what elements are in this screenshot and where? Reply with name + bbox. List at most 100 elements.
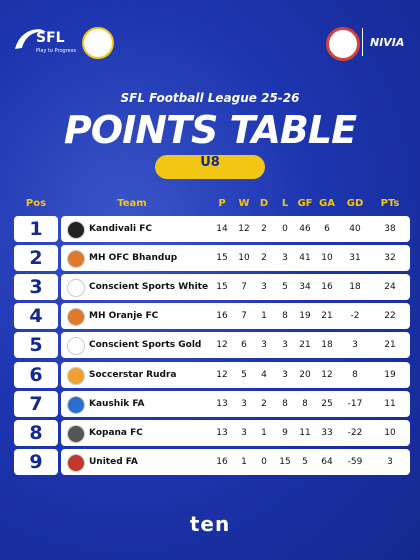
partner: NIVIA [370, 36, 405, 49]
stat-cell: 6 [241, 340, 247, 351]
position-cell: 6 [14, 361, 58, 388]
column-header: GD [346, 198, 364, 209]
team-name: Kopana FC [89, 427, 143, 438]
stat-cell: 16 [216, 311, 228, 322]
stat-cell: 2 [261, 398, 267, 409]
column-header: D [259, 198, 269, 209]
divider [362, 28, 363, 56]
stat-cell: 19 [384, 369, 396, 380]
table-row: 3 Conscient Sports White 15 7 3 5 34 16 18 24 [14, 274, 410, 301]
stat-cell: 15 [279, 456, 291, 467]
column-header: GA [319, 198, 335, 209]
stat-cell: 4 [261, 369, 267, 380]
stat-cell: 3 [241, 398, 247, 409]
row-body: Soccerstar Rudra 12 5 4 3 20 12 8 19 [61, 361, 410, 388]
stat-cell: 41 [299, 253, 311, 264]
table-row: 8 Kopana FC 13 3 1 9 11 33 -22 10 [14, 419, 410, 446]
position-cell: 2 [14, 245, 58, 272]
stat-cell: 14 [216, 224, 228, 234]
stat-cell: 1 [261, 427, 267, 438]
stat-cell: 33 [321, 427, 333, 438]
table-row: 1 Kandivali FC 14 12 2 0 46 6 40 38 [14, 216, 410, 242]
stat-cell: 21 [384, 340, 396, 351]
stat-cell: 24 [384, 282, 396, 293]
stat-cell: 20 [299, 369, 311, 380]
footer-logo: ten [189, 512, 231, 536]
sfl-swirl [15, 29, 46, 49]
stat-cell: 13 [216, 427, 228, 438]
stat-cell: 3 [352, 340, 358, 351]
team-name: MH OFC Bhandup [89, 253, 178, 264]
team-logo [67, 250, 85, 269]
team-logo [67, 221, 85, 239]
column-header: Pos [25, 198, 47, 209]
table-row: 5 Conscient Sports Gold 12 6 3 3 21 18 3 21 [14, 332, 410, 359]
row-body: MH OFC Bhandup 15 10 2 3 41 10 31 32 [61, 245, 410, 272]
stat-cell: 15 [216, 282, 228, 293]
position-cell: 7 [14, 390, 58, 417]
column-header: Team [117, 198, 147, 209]
stat-cell: 0 [282, 224, 288, 234]
stat-cell: -17 [347, 398, 363, 409]
stat-cell: 9 [282, 427, 288, 438]
row-body: MH Oranje FC 16 7 1 8 19 21 -2 22 [61, 303, 410, 330]
team-logo [67, 337, 85, 356]
position-cell: 5 [14, 332, 58, 359]
title: POINTS TABLE [63, 108, 357, 152]
stat-cell: 10 [321, 253, 333, 264]
stat-cell: 12 [216, 340, 228, 351]
stat-cell: 15 [216, 253, 228, 264]
stat-cell: 5 [302, 456, 308, 467]
stat-cell: 10 [384, 427, 396, 438]
stat-cell: 12 [238, 224, 250, 234]
position-cell: 4 [14, 303, 58, 330]
column-header: L [281, 198, 289, 209]
team-logo [67, 395, 85, 414]
category-pill: U8 [155, 155, 265, 179]
stat-cell: 64 [321, 456, 333, 467]
column-header: W [238, 198, 250, 209]
team-name: MH Oranje FC [89, 311, 159, 322]
stat-cell: 8 [282, 311, 288, 322]
stat-cell: -59 [347, 456, 363, 467]
stat-cell: 19 [299, 311, 311, 322]
stat-cell: 11 [299, 427, 311, 438]
subtitle: SFL Football League 25-26 [120, 91, 300, 105]
stat-cell: 8 [282, 398, 288, 409]
stat-cell: 7 [241, 311, 247, 322]
stat-cell: 25 [321, 398, 333, 409]
stat-cell: 18 [321, 340, 333, 351]
column-header: PTs [380, 198, 400, 209]
stat-cell: -2 [350, 311, 360, 322]
partner-badge [326, 27, 360, 61]
table-row: 6 Soccerstar Rudra 12 5 4 3 20 12 8 19 [14, 361, 410, 388]
team-logo [67, 453, 85, 472]
stat-cell: 34 [299, 282, 311, 293]
stat-cell: 40 [349, 224, 361, 234]
stat-cell: 8 [302, 398, 308, 409]
stat-cell: 10 [238, 253, 250, 264]
club-badge [82, 27, 114, 59]
stat-cell: 16 [321, 282, 333, 293]
stat-cell: 1 [261, 311, 267, 322]
stat-cell: 2 [261, 253, 267, 264]
stat-cell: 13 [216, 398, 228, 409]
stat-cell: 3 [282, 253, 288, 264]
stat-cell: 3 [282, 369, 288, 380]
stat-cell: 18 [349, 282, 361, 293]
tagline: Play to Progress [36, 48, 76, 54]
stat-cell: 1 [241, 456, 247, 467]
stat-cell: 31 [349, 253, 361, 264]
stat-cell: 21 [299, 340, 311, 351]
stat-cell: 5 [282, 282, 288, 293]
stat-cell: 3 [387, 456, 393, 467]
team-logo [67, 279, 85, 298]
stat-cell: 2 [261, 224, 267, 234]
team-logo [67, 366, 85, 385]
team-name: Conscient Sports Gold [89, 340, 202, 351]
row-body: United FA 16 1 0 15 5 64 -59 3 [61, 448, 410, 475]
team-name: United FA [89, 456, 138, 467]
team-logo [67, 308, 85, 327]
team-name: Soccerstar Rudra [89, 369, 177, 380]
